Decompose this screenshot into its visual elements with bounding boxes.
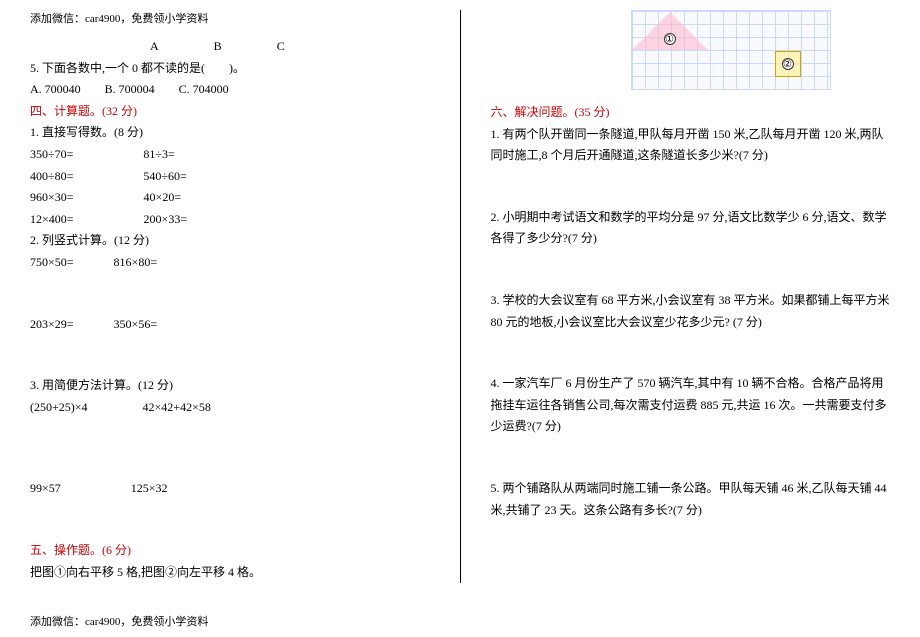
calc-cell: 99×57 [30, 478, 61, 500]
footer-text: 添加微信：car4900，免费领小学资料 [30, 613, 208, 629]
calc-row: 960×30= 40×20= [30, 187, 430, 209]
calc-row: 750×50= 816×80= [30, 252, 430, 274]
calc-cell: (250+25)×4 [30, 397, 88, 419]
q6-3: 3. 学校的大会议室有 68 平方米,小会议室有 38 平方米。如果都铺上每平方… [491, 290, 891, 333]
grid-background: ① ② [631, 10, 831, 90]
calc-cell: 200×33= [144, 209, 188, 231]
q6-1: 1. 有两个队开凿同一条隧道,甲队每月开凿 150 米,乙队每月开凿 120 米… [491, 124, 891, 167]
calc-cell: 12×400= [30, 209, 74, 231]
calc-row: 12×400= 200×33= [30, 209, 430, 231]
q6-2: 2. 小明期中考试语文和数学的平均分是 97 分,语文比数学少 6 分,语文、数… [491, 207, 891, 250]
label-c: C [277, 36, 285, 58]
header-text: 添加微信：car4900，免费领小学资料 [30, 10, 430, 26]
calc-row: (250+25)×4 42×42+42×58 [30, 397, 430, 419]
sec5-text: 把图①向右平移 5 格,把图②向左平移 4 格。 [30, 562, 430, 584]
abc-labels: A B C [150, 36, 430, 58]
calc-cell: 750×50= [30, 252, 74, 274]
q5-options: A. 700040 B. 700004 C. 704000 [30, 79, 430, 101]
sec4-sub3: 3. 用简便方法计算。(12 分) [30, 375, 430, 397]
calc-row: 203×29= 350×56= [30, 314, 430, 336]
calc-cell: 42×42+42×58 [143, 397, 211, 419]
calc-cell: 81÷3= [143, 144, 174, 166]
section5-title: 五、操作题。(6 分) [30, 540, 430, 562]
grid-figure: ① ② [631, 10, 891, 90]
label-b: B [214, 36, 222, 58]
calc-row: 99×57 125×32 [30, 478, 430, 500]
q6-4: 4. 一家汽车厂 6 月份生产了 570 辆汽车,其中有 10 辆不合格。合格产… [491, 373, 891, 438]
calc-cell: 540÷60= [143, 166, 186, 188]
shape-label-1: ① [664, 33, 676, 45]
calc-cell: 350×56= [114, 314, 158, 336]
calc-cell: 350÷70= [30, 144, 73, 166]
calc-cell: 400÷80= [30, 166, 73, 188]
calc-cell: 960×30= [30, 187, 74, 209]
sec4-sub1: 1. 直接写得数。(8 分) [30, 122, 430, 144]
calc-row: 400÷80= 540÷60= [30, 166, 430, 188]
q6-5: 5. 两个铺路队从两端同时施工铺一条公路。甲队每天铺 46 米,乙队每天铺 44… [491, 478, 891, 521]
calc-cell: 816×80= [114, 252, 158, 274]
section4-title: 四、计算题。(32 分) [30, 101, 430, 123]
calc-cell: 125×32 [131, 478, 168, 500]
q5-text: 5. 下面各数中,一个 0 都不读的是( )。 [30, 58, 430, 80]
calc-cell: 40×20= [144, 187, 182, 209]
calc-cell: 203×29= [30, 314, 74, 336]
section6-title: 六、解决问题。(35 分) [491, 102, 891, 124]
calc-row: 350÷70= 81÷3= [30, 144, 430, 166]
sec4-sub2: 2. 列竖式计算。(12 分) [30, 230, 430, 252]
shape-label-2: ② [782, 58, 794, 70]
label-a: A [150, 36, 159, 58]
